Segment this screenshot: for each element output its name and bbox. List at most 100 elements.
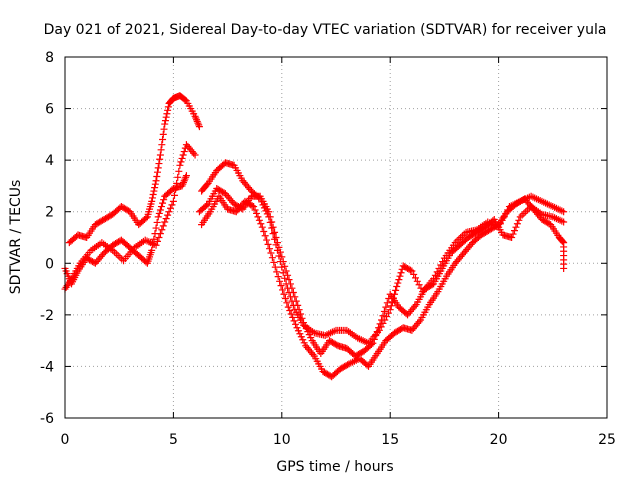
data-point — [369, 339, 377, 347]
data-point — [142, 214, 150, 222]
data-point — [159, 136, 167, 144]
data-point — [266, 245, 274, 253]
x-tick-label: 10 — [273, 432, 291, 448]
data-point — [299, 336, 307, 344]
data-point — [258, 223, 266, 231]
x-tick-label: 0 — [61, 432, 70, 448]
data-point — [161, 120, 169, 128]
data-point — [513, 220, 521, 228]
data-point — [164, 103, 172, 111]
data-point — [559, 238, 567, 246]
data-point — [271, 228, 279, 236]
data-point — [292, 320, 300, 328]
data-point — [270, 258, 278, 266]
data-point — [510, 227, 518, 235]
data-point — [293, 324, 301, 332]
data-point — [289, 313, 297, 321]
data-point — [181, 175, 189, 183]
data-point — [344, 361, 352, 369]
data-point — [286, 307, 294, 315]
data-point — [269, 223, 277, 231]
data-point — [251, 206, 259, 214]
data-point — [560, 264, 568, 272]
data-point — [508, 234, 516, 241]
data-point — [300, 339, 308, 347]
data-point — [265, 208, 273, 216]
data-point — [179, 151, 187, 159]
x-tick-label: 20 — [490, 432, 508, 448]
data-point — [162, 215, 170, 223]
data-point — [263, 236, 271, 244]
data-point — [411, 274, 419, 282]
data-point — [155, 234, 163, 241]
data-point — [411, 302, 419, 310]
data-point — [153, 172, 161, 180]
data-point — [279, 286, 287, 294]
data-point — [283, 299, 291, 307]
data-point — [193, 116, 201, 124]
data-point — [148, 246, 156, 254]
data-point — [281, 295, 289, 303]
data-point — [157, 146, 165, 154]
data-point — [288, 284, 296, 292]
data-point — [287, 310, 295, 318]
data-point — [274, 273, 282, 281]
data-point — [255, 216, 263, 224]
data-point — [164, 211, 172, 219]
data-point — [154, 164, 162, 172]
data-point — [160, 196, 168, 204]
data-point — [248, 202, 256, 210]
data-point — [406, 266, 414, 274]
data-point — [410, 270, 418, 278]
data-point — [373, 328, 381, 336]
data-point — [278, 253, 286, 261]
data-point — [168, 201, 176, 209]
data-point — [159, 222, 167, 230]
data-point — [182, 172, 190, 180]
data-point — [516, 213, 524, 221]
data-point — [396, 272, 404, 280]
data-point — [273, 268, 281, 276]
data-point — [522, 208, 530, 216]
data-point — [267, 249, 275, 257]
data-point — [158, 226, 166, 234]
data-point — [284, 303, 292, 311]
y-tick-label: 8 — [45, 50, 54, 66]
data-point — [294, 301, 302, 309]
data-point — [279, 258, 287, 266]
x-tick-label: 15 — [381, 432, 399, 448]
data-point — [150, 187, 158, 195]
data-point — [397, 269, 405, 277]
y-tick-labels: -6 -4 -2 0 2 4 6 8 — [40, 50, 54, 427]
data-point — [157, 203, 165, 211]
data-point — [297, 333, 305, 341]
data-point — [175, 167, 183, 175]
data-point — [172, 185, 180, 193]
data-point — [560, 208, 568, 216]
data-point — [415, 318, 423, 326]
data-point — [520, 209, 528, 217]
data-point — [149, 191, 157, 199]
data-point — [295, 306, 303, 314]
data-point — [376, 320, 384, 328]
data-point — [195, 123, 203, 131]
data-point — [167, 204, 175, 212]
data-point — [367, 341, 375, 349]
x-axis-label: GPS time / hours — [276, 459, 393, 475]
data-point — [260, 227, 268, 235]
y-tick-label: -2 — [40, 308, 54, 324]
data-point — [164, 106, 172, 114]
data-point — [174, 173, 182, 181]
axis-ticks — [64, 56, 608, 419]
data-point — [392, 286, 400, 294]
data-point — [285, 276, 293, 284]
data-point — [112, 250, 120, 258]
data-point — [378, 316, 386, 324]
data-point — [298, 314, 306, 322]
data-point — [268, 218, 276, 226]
data-point — [156, 230, 164, 238]
data-point — [178, 154, 186, 162]
x-tick-labels: 0 5 10 15 20 25 — [61, 432, 616, 448]
data-point — [276, 277, 284, 285]
data-point — [512, 223, 520, 231]
